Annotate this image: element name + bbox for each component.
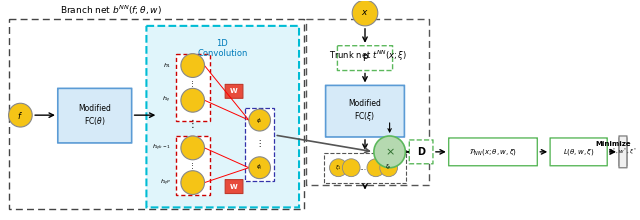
Circle shape bbox=[330, 159, 348, 177]
Text: $L(\theta,w,\xi)$: $L(\theta,w,\xi)$ bbox=[563, 147, 595, 157]
Circle shape bbox=[181, 88, 205, 112]
FancyBboxPatch shape bbox=[410, 140, 433, 164]
Text: $h_1$: $h_1$ bbox=[163, 61, 171, 70]
Text: ⋮: ⋮ bbox=[255, 139, 264, 148]
Circle shape bbox=[181, 136, 205, 160]
Text: $\xi_1$: $\xi_1$ bbox=[335, 163, 342, 172]
Text: $\theta^*,w^*,\xi^*$: $\theta^*,w^*,\xi^*$ bbox=[608, 147, 637, 157]
Text: $\xi_p$: $\xi_p$ bbox=[385, 163, 392, 173]
FancyBboxPatch shape bbox=[619, 138, 627, 166]
Text: $h_{qP}$: $h_{qP}$ bbox=[159, 178, 171, 188]
Text: $h_{qk-1}$: $h_{qk-1}$ bbox=[152, 143, 171, 153]
Text: ⋮: ⋮ bbox=[189, 162, 196, 168]
FancyBboxPatch shape bbox=[225, 84, 243, 98]
Circle shape bbox=[181, 171, 205, 194]
FancyBboxPatch shape bbox=[8, 19, 304, 209]
Circle shape bbox=[380, 159, 397, 177]
Text: Branch net $b^{NN}(f;\theta, w)$: Branch net $b^{NN}(f;\theta, w)$ bbox=[60, 4, 162, 17]
Text: $\phi_j$: $\phi_j$ bbox=[256, 163, 263, 173]
FancyBboxPatch shape bbox=[326, 85, 404, 137]
Text: ...: ... bbox=[360, 163, 367, 172]
Text: ⋮: ⋮ bbox=[189, 81, 196, 86]
Circle shape bbox=[249, 109, 271, 131]
Circle shape bbox=[181, 54, 205, 77]
FancyBboxPatch shape bbox=[619, 136, 627, 168]
Text: D: D bbox=[417, 147, 425, 157]
FancyBboxPatch shape bbox=[225, 180, 243, 194]
FancyBboxPatch shape bbox=[449, 138, 538, 166]
Circle shape bbox=[352, 0, 378, 26]
FancyBboxPatch shape bbox=[245, 108, 275, 181]
Text: $\times$: $\times$ bbox=[385, 147, 394, 157]
FancyBboxPatch shape bbox=[147, 26, 299, 207]
Text: ⋮: ⋮ bbox=[188, 119, 198, 129]
FancyBboxPatch shape bbox=[176, 54, 211, 121]
Text: Trunk net $t^{NN}(x;\xi)$: Trunk net $t^{NN}(x;\xi)$ bbox=[329, 48, 407, 63]
Circle shape bbox=[342, 159, 360, 177]
Text: P: P bbox=[362, 54, 368, 63]
Text: W: W bbox=[230, 183, 238, 190]
Circle shape bbox=[8, 103, 32, 127]
Circle shape bbox=[374, 136, 405, 168]
Text: $h_q$: $h_q$ bbox=[163, 95, 171, 105]
Circle shape bbox=[249, 157, 271, 179]
Text: $\phi_i$: $\phi_i$ bbox=[256, 116, 263, 125]
Text: Modified
FC($\theta$): Modified FC($\theta$) bbox=[78, 104, 111, 127]
FancyBboxPatch shape bbox=[337, 46, 392, 71]
FancyBboxPatch shape bbox=[176, 136, 211, 196]
FancyBboxPatch shape bbox=[58, 88, 132, 143]
FancyBboxPatch shape bbox=[324, 153, 406, 183]
Text: W: W bbox=[230, 88, 238, 94]
Text: $\mathcal{P}_{NN}(x;\theta,w,\xi)$: $\mathcal{P}_{NN}(x;\theta,w,\xi)$ bbox=[469, 147, 517, 157]
Text: Minimize: Minimize bbox=[595, 141, 631, 147]
Text: Modified
FC($\xi$): Modified FC($\xi$) bbox=[349, 99, 381, 123]
FancyBboxPatch shape bbox=[306, 19, 429, 185]
Circle shape bbox=[367, 159, 385, 177]
Text: $x$: $x$ bbox=[361, 9, 369, 17]
Text: 1D
Convolution: 1D Convolution bbox=[197, 39, 248, 58]
FancyBboxPatch shape bbox=[550, 138, 607, 166]
Text: $f$: $f$ bbox=[17, 110, 24, 121]
